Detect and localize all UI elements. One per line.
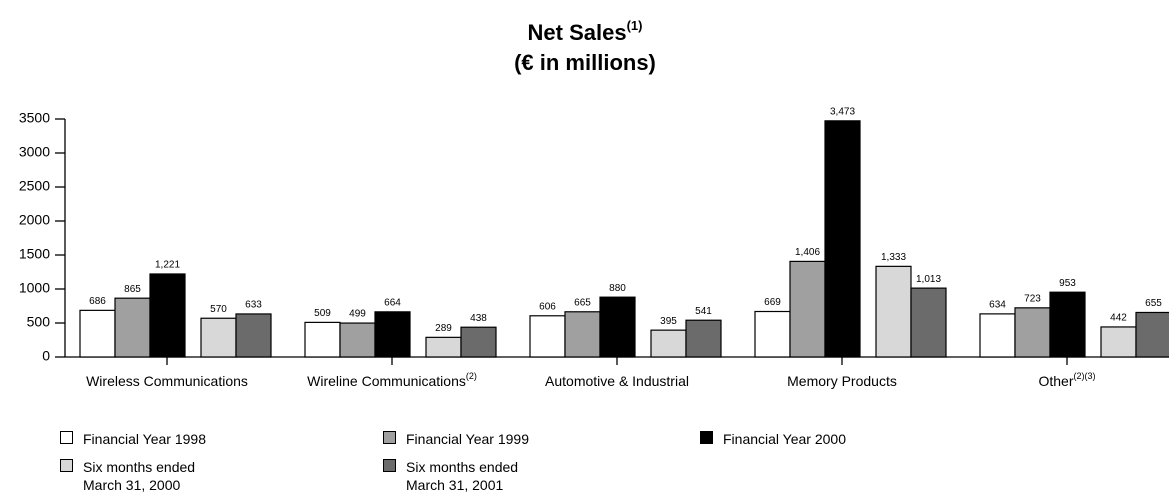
bar [754, 310, 791, 358]
value-label: 438 [470, 313, 487, 324]
category-note: (2)(3) [1074, 371, 1096, 381]
bar [339, 322, 376, 358]
bar [599, 296, 636, 358]
x-tick-label: Wireless Communications [86, 373, 248, 389]
value-label: 953 [1059, 278, 1076, 289]
legend-swatch [60, 431, 73, 444]
y-tick-label: 500 [27, 314, 51, 330]
bar [824, 120, 861, 358]
value-label: 289 [435, 323, 452, 334]
y-tick-label: 2500 [19, 178, 50, 194]
legend-swatch [383, 459, 396, 472]
bar [979, 313, 1016, 358]
category-name: Other [1038, 373, 1073, 389]
value-label: 570 [210, 304, 227, 315]
value-label: 665 [574, 297, 591, 308]
value-label: 1,221 [155, 260, 180, 271]
value-label: 723 [1024, 293, 1041, 304]
legend-item: Six months ended March 31, 2000 [60, 458, 223, 494]
value-label: 865 [124, 284, 141, 295]
legend-item: Six months ended March 31, 2001 [383, 458, 546, 494]
y-tick-label: 3000 [19, 144, 50, 160]
value-label: 664 [384, 297, 401, 308]
y-tick-label: 1500 [19, 246, 50, 262]
value-label: 3,473 [830, 106, 855, 117]
bar [79, 309, 116, 358]
category-name: Memory Products [787, 373, 897, 389]
value-label: 1,406 [795, 247, 820, 258]
legend-label: Financial Year 1999 [406, 431, 529, 447]
category-note: (2) [466, 371, 477, 381]
bar [425, 336, 462, 358]
chart-subtitle: (€ in millions) [514, 50, 656, 75]
y-tick-label: 0 [42, 348, 50, 364]
category-name: Wireless Communications [86, 373, 248, 389]
bar [529, 315, 566, 358]
bar [789, 260, 826, 358]
bar [685, 319, 722, 358]
value-label: 669 [764, 297, 781, 308]
category-name: Automotive & Industrial [545, 373, 689, 389]
y-tick-label: 2000 [19, 212, 50, 228]
legend-label: Six months ended March 31, 2001 [406, 459, 519, 493]
x-tick-label: Other(2)(3) [1038, 371, 1095, 388]
bar [1014, 307, 1051, 358]
category-name: Wireline Communications [307, 373, 466, 389]
legend-item: Financial Year 1999 [383, 430, 546, 448]
bar [1135, 311, 1169, 358]
bar [149, 273, 186, 358]
bar [460, 326, 497, 358]
bar [1049, 291, 1086, 358]
legend-item: Financial Year 2000 [700, 430, 863, 448]
legend-label: Six months ended March 31, 2000 [83, 459, 196, 493]
value-label: 633 [245, 300, 262, 311]
bar [200, 317, 237, 358]
value-label: 686 [89, 296, 106, 307]
value-label: 541 [695, 306, 712, 317]
value-label: 1,333 [881, 252, 906, 263]
bar [875, 265, 912, 358]
y-tick-label: 3500 [19, 110, 50, 126]
legend-swatch [60, 459, 73, 472]
value-label: 634 [989, 300, 1006, 311]
bar [114, 297, 151, 358]
value-label: 606 [539, 301, 556, 312]
value-label: 442 [1110, 313, 1127, 324]
legend-label: Financial Year 2000 [723, 431, 846, 447]
title-text: Net Sales [528, 20, 627, 45]
bar [235, 313, 272, 358]
bar [910, 287, 947, 358]
legend-item: Financial Year 1998 [60, 430, 223, 448]
x-tick-label: Memory Products [787, 373, 897, 389]
legend-label: Financial Year 1998 [83, 431, 206, 447]
bar [374, 311, 411, 358]
x-tick-label: Automotive & Industrial [545, 373, 689, 389]
title-note: (1) [627, 18, 643, 33]
value-label: 395 [660, 316, 677, 327]
bar [304, 321, 341, 358]
value-label: 499 [349, 309, 366, 320]
legend-swatch [383, 431, 396, 444]
chart-title: Net Sales(1) [528, 18, 643, 44]
bar [1100, 326, 1137, 358]
value-label: 1,013 [916, 274, 941, 285]
bar [564, 311, 601, 358]
value-label: 509 [314, 308, 331, 319]
value-label: 655 [1145, 298, 1162, 309]
value-label: 880 [609, 283, 626, 294]
bar [650, 329, 687, 358]
x-tick-label: Wireline Communications(2) [307, 371, 477, 388]
y-tick-label: 1000 [19, 280, 50, 296]
legend-swatch [700, 431, 713, 444]
